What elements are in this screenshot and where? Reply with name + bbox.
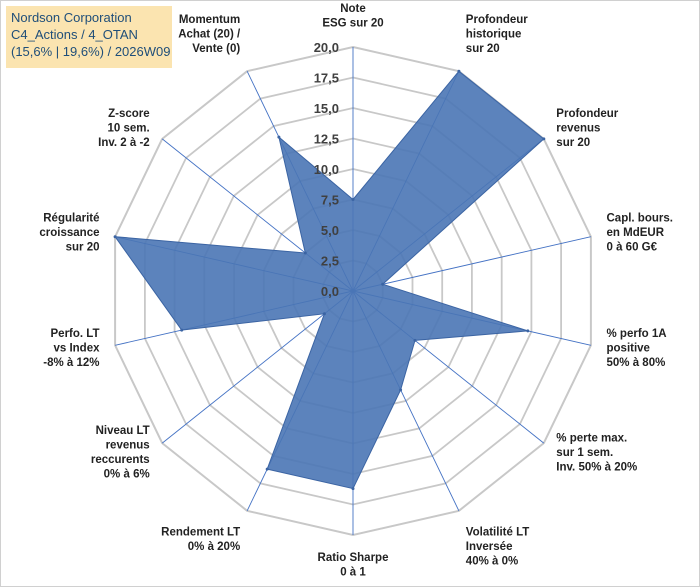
- radial-tick-label: 7,5: [321, 193, 339, 208]
- axis-spoke: [161, 290, 354, 444]
- data-point: [322, 312, 326, 316]
- data-point: [303, 251, 307, 255]
- axis-label: Ratio Sharpe 0 à 1: [318, 552, 389, 579]
- radial-tick-label: 15,0: [314, 101, 339, 116]
- data-point: [526, 329, 530, 333]
- data-point: [265, 467, 269, 471]
- data-point: [381, 282, 385, 286]
- axis-label: Perfo. LT vs Index -8% à 12%: [43, 328, 100, 369]
- axis-label: Niveau LT revenus reccurents 0% à 6%: [91, 425, 150, 481]
- radial-tick-label: 2,5: [321, 254, 339, 269]
- category-label: C4_Actions / 4_OTAN: [11, 27, 138, 42]
- axis-label: Rendement LT 0% à 20%: [161, 526, 240, 553]
- radial-tick-label: 20,0: [314, 40, 339, 55]
- axis-label: % perfo 1A positive 50% à 80%: [607, 328, 667, 369]
- radial-tick-label: 0,0: [321, 284, 339, 299]
- data-point: [180, 328, 184, 332]
- axis-label: % perte max. sur 1 sem. Inv. 50% à 20%: [556, 432, 637, 473]
- axis-label: Z-score 10 sem. Inv. 2 à -2: [98, 108, 150, 149]
- data-point: [351, 198, 355, 201]
- axis-label: Note ESG sur 20: [322, 3, 383, 30]
- data-point: [113, 235, 117, 239]
- axis-label: Volatilité LT Inversée 40% à 0%: [466, 526, 529, 567]
- data-point: [457, 69, 461, 73]
- radial-tick-label: 5,0: [321, 223, 339, 238]
- data-point: [413, 338, 417, 342]
- data-point: [399, 388, 403, 392]
- radial-tick-label: 17,5: [314, 71, 339, 86]
- radial-tick-label: 10,0: [314, 162, 339, 177]
- data-point: [277, 135, 281, 139]
- axis-spoke: [352, 236, 591, 292]
- axis-label: Régularité croissance sur 20: [39, 212, 99, 253]
- axis-label: Profondeur historique sur 20: [466, 14, 528, 55]
- data-point: [351, 487, 355, 491]
- company-name: Nordson Corporation: [11, 10, 132, 25]
- stats-label: (15,6% | 19,6%) / 2026W09: [11, 44, 171, 59]
- axis-label: Momentum Achat (20) / Vente (0): [178, 14, 241, 55]
- axis-label: Profondeur revenus sur 20: [556, 108, 618, 149]
- radial-tick-label: 12,5: [314, 132, 339, 147]
- axis-label: Capl. bours. en MdEUR 0 à 60 G€: [607, 212, 673, 253]
- chart-title-box: Nordson Corporation C4_Actions / 4_OTAN …: [6, 6, 172, 68]
- data-point: [542, 137, 546, 141]
